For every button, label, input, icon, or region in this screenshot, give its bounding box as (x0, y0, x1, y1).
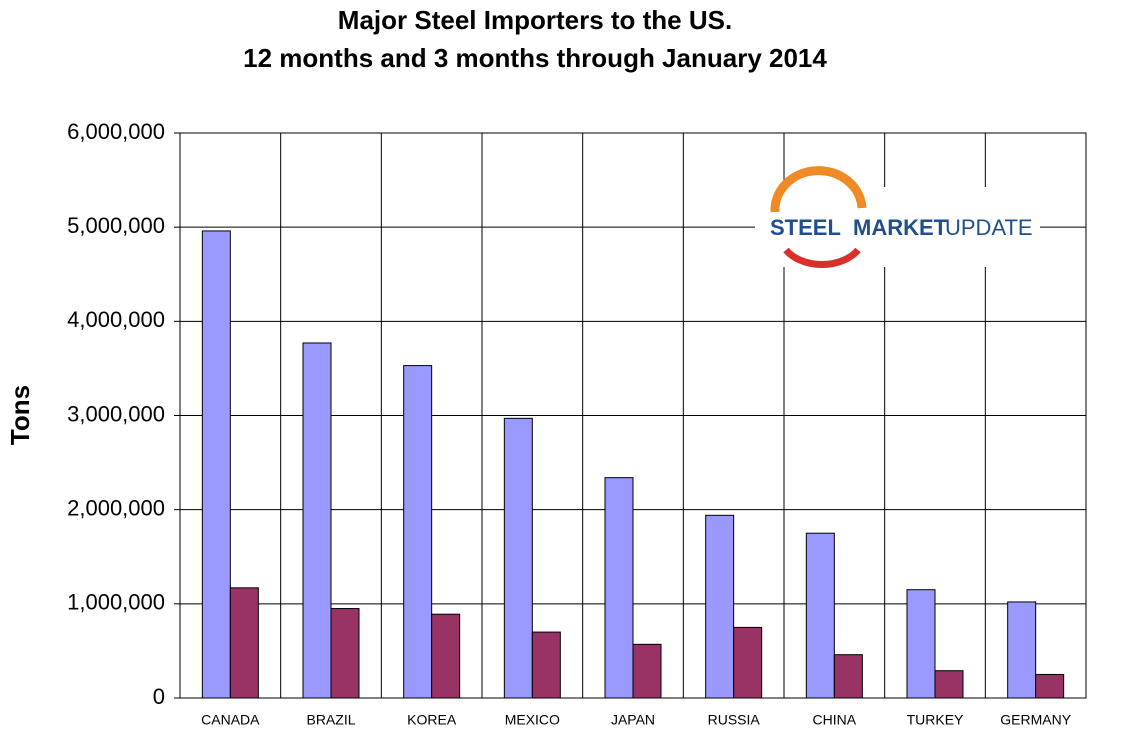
x-tick-label: RUSSIA (708, 712, 761, 728)
logo: STEEL MARKET UPDATE (755, 166, 1040, 268)
x-tick-label: BRAZIL (306, 712, 355, 728)
y-tick-label: 3,000,000 (67, 401, 165, 426)
x-tick-label: KOREA (407, 712, 457, 728)
logo-text: STEEL (770, 215, 841, 240)
x-tick-label: CHINA (813, 712, 857, 728)
bar (1007, 601, 1037, 699)
y-tick-label: 5,000,000 (67, 213, 165, 238)
bar (705, 514, 735, 699)
bar (201, 230, 231, 699)
y-tick-label: 0 (153, 684, 165, 709)
bar (934, 670, 964, 699)
bar (604, 477, 634, 699)
bar (733, 626, 763, 699)
chart-title: Major Steel Importers to the US. (338, 5, 732, 35)
x-tick-label: JAPAN (611, 712, 655, 728)
y-axis-label: Tons (5, 385, 35, 445)
x-tick-label: CANADA (201, 712, 260, 728)
bar (632, 643, 662, 699)
logo-background (755, 187, 1040, 267)
logo-text: MARKET (853, 215, 948, 240)
y-tick-label: 2,000,000 (67, 495, 165, 520)
x-tick-label: TURKEY (907, 712, 964, 728)
bar (431, 613, 461, 699)
bar (403, 365, 433, 699)
bar (906, 589, 936, 699)
bar (302, 342, 332, 699)
x-tick-label: GERMANY (1000, 712, 1071, 728)
bar (833, 654, 863, 699)
bar (229, 587, 259, 699)
bar (1035, 673, 1065, 699)
bar (503, 417, 533, 699)
bar (330, 608, 360, 699)
y-tick-label: 4,000,000 (67, 307, 165, 332)
x-tick-label: MEXICO (505, 712, 560, 728)
logo-text: UPDATE (945, 215, 1033, 240)
logo-swoosh (783, 247, 861, 268)
y-tick-label: 6,000,000 (67, 119, 165, 144)
logo-swoosh (770, 166, 867, 213)
bar (805, 532, 835, 699)
chart-subtitle: 12 months and 3 months through January 2… (243, 43, 827, 73)
y-tick-label: 1,000,000 (67, 590, 165, 615)
bar (531, 631, 561, 699)
